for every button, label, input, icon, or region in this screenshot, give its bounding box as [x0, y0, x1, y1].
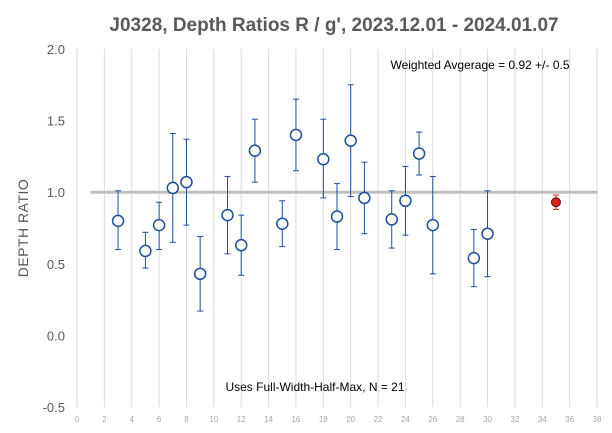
point-marker	[317, 153, 330, 166]
data-point	[481, 190, 494, 278]
data-point	[385, 190, 398, 249]
x-tick-label: 6	[157, 415, 162, 424]
y-axis-label: DEPTH RATIO	[15, 179, 31, 278]
point-marker	[385, 213, 398, 226]
x-tick-label: 16	[291, 415, 300, 424]
data-point	[317, 118, 330, 199]
data-point	[358, 161, 371, 235]
point-marker	[166, 181, 180, 195]
x-tick-label: 22	[374, 415, 383, 424]
data-point	[248, 118, 262, 183]
y-tick-label: 0.5	[47, 257, 65, 272]
point-marker	[358, 191, 371, 205]
point-marker	[221, 208, 234, 222]
y-tick-label: 2.0	[47, 42, 65, 57]
point-marker	[152, 218, 166, 232]
x-tick-label: 24	[401, 415, 410, 424]
x-tick-label: 38	[593, 415, 602, 424]
x-tick-label: 36	[565, 415, 574, 424]
x-tick-label: 12	[237, 415, 246, 424]
data-point	[399, 165, 412, 236]
point-marker	[180, 175, 193, 189]
data-point	[221, 175, 234, 255]
x-tick-label: 30	[483, 415, 492, 424]
x-tick-label: 34	[538, 415, 547, 424]
weighted-average-annotation: Weighted Avgerage = 0.92 +/- 0.5	[390, 58, 569, 72]
point-marker	[426, 218, 440, 232]
point-marker	[344, 134, 357, 147]
point-marker	[276, 217, 289, 230]
x-tick-label: 8	[184, 415, 189, 424]
x-tick-label: 18	[319, 415, 328, 424]
data-point	[550, 194, 561, 210]
data-point	[426, 175, 440, 275]
x-tick-label: 4	[130, 415, 135, 424]
x-tick-label: 14	[264, 415, 273, 424]
data-point	[344, 84, 357, 197]
data-point	[139, 231, 152, 269]
point-marker	[481, 227, 494, 240]
point-marker	[330, 210, 344, 223]
data-point	[234, 214, 248, 276]
chart-title: J0328, Depth Ratios R / g', 2023.12.01 -…	[109, 15, 558, 36]
point-marker	[234, 238, 248, 252]
point-marker	[111, 214, 125, 228]
point-marker	[139, 244, 152, 258]
data-point	[180, 138, 193, 226]
y-tick-labels: -0.5 0.0 0.5 1.0 1.5 2.0	[43, 42, 65, 415]
point-marker	[193, 267, 207, 281]
y-tick-label: 0.0	[47, 328, 65, 343]
data-points	[111, 84, 561, 312]
y-tick-label: -0.5	[43, 400, 65, 415]
data-point	[193, 236, 207, 312]
x-tick-label: 10	[209, 415, 218, 424]
data-point	[152, 201, 166, 250]
method-annotation: Uses Full-Width-Half-Max, N = 21	[225, 380, 404, 394]
data-point	[111, 190, 125, 250]
point-marker	[467, 251, 481, 265]
x-tick-label: 0	[75, 415, 80, 424]
x-tick-labels: 0 2 4 6 8 10 12 14 16 18 20 22 24 26 28 30 32 34 36 38	[75, 415, 602, 424]
data-point	[166, 132, 180, 243]
x-tick-label: 20	[346, 415, 355, 424]
point-marker	[399, 194, 412, 208]
data-point	[289, 98, 303, 172]
point-marker	[412, 147, 426, 160]
x-tick-label: 2	[102, 415, 107, 424]
x-tick-label: 28	[456, 415, 465, 424]
point-marker	[289, 128, 303, 142]
y-tick-label: 1.5	[47, 114, 65, 129]
data-point	[276, 200, 289, 248]
data-point	[412, 131, 426, 176]
y-tick-label: 1.0	[47, 185, 65, 200]
x-tick-label: 32	[510, 415, 519, 424]
average-marker	[550, 197, 561, 208]
x-tick-label: 26	[428, 415, 437, 424]
data-point	[467, 228, 481, 288]
point-marker	[248, 144, 262, 157]
data-point	[330, 183, 344, 250]
